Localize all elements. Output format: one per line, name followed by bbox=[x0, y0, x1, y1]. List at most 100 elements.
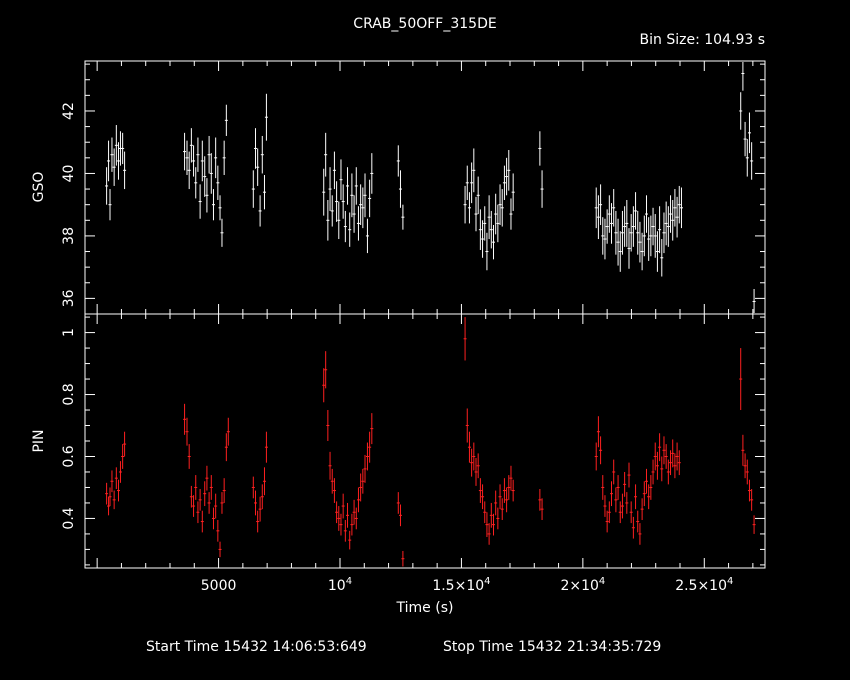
gso-data-point bbox=[640, 232, 644, 271]
gso-axis-label: GSO bbox=[31, 172, 47, 203]
gso-data-point bbox=[220, 218, 224, 247]
gso-data-point bbox=[339, 159, 343, 200]
pin-data-point bbox=[207, 492, 211, 514]
gso-data-point bbox=[264, 93, 268, 141]
gso-data-point bbox=[502, 165, 506, 200]
gso-data-point bbox=[365, 218, 369, 254]
pin-data-point bbox=[348, 530, 352, 550]
gso-data-point bbox=[396, 145, 400, 177]
pin-data-point bbox=[623, 471, 627, 497]
pin-axis-label: PIN bbox=[31, 429, 47, 452]
gso-data-point bbox=[540, 170, 544, 208]
pin-data-point bbox=[363, 454, 367, 483]
gso-data-point bbox=[481, 220, 485, 258]
pin-data-point bbox=[187, 444, 191, 469]
pin-data-point bbox=[614, 487, 618, 513]
pin-data-point bbox=[203, 481, 207, 507]
pin-data-point bbox=[121, 444, 125, 469]
gso-data-point bbox=[655, 231, 659, 272]
pin-data-point bbox=[500, 498, 504, 520]
gso-data-point bbox=[330, 195, 334, 227]
gso-y-tick-label: 40 bbox=[61, 165, 77, 183]
gso-data-point bbox=[511, 173, 515, 211]
chart-title: CRAB_50OFF_315DE bbox=[353, 16, 496, 32]
pin-data-point bbox=[401, 550, 405, 567]
pin-data-point bbox=[596, 416, 600, 448]
pin-data-point bbox=[216, 519, 220, 542]
gso-data-point bbox=[629, 214, 633, 252]
pin-data-point bbox=[196, 501, 200, 524]
gso-data-point bbox=[476, 176, 480, 215]
gso-data-point bbox=[187, 151, 191, 190]
gso-data-point bbox=[192, 145, 196, 177]
pin-data-point bbox=[640, 498, 644, 520]
pin-data-point bbox=[214, 493, 218, 519]
pin-data-point bbox=[117, 479, 121, 502]
gso-data-point bbox=[368, 179, 372, 218]
gso-data-point bbox=[224, 104, 228, 136]
gso-data-point bbox=[618, 231, 622, 272]
pin-data-point bbox=[198, 489, 202, 511]
pin-data-point bbox=[620, 493, 624, 519]
gso-data-point bbox=[218, 195, 222, 221]
gso-data-point bbox=[463, 185, 467, 224]
x-tick-label: 2×104 bbox=[560, 576, 605, 594]
gso-data-point bbox=[359, 184, 363, 225]
pin-data-point bbox=[491, 513, 495, 536]
gso-data-point bbox=[363, 173, 367, 218]
gso-data-point bbox=[346, 167, 350, 205]
gso-panel: GSO 36 38 40 42 bbox=[31, 60, 766, 315]
pin-data-point bbox=[465, 408, 469, 443]
pin-data-point bbox=[752, 515, 756, 534]
gso-data-point bbox=[354, 167, 358, 205]
pin-data-point bbox=[470, 448, 474, 477]
gso-data-point bbox=[599, 184, 603, 225]
gso-data-point bbox=[679, 187, 683, 229]
pin-data-point bbox=[112, 490, 116, 510]
pin-data-point bbox=[494, 490, 498, 516]
pin-y-tick-label: 0.8 bbox=[61, 383, 77, 405]
pin-ticks: 0.4 0.6 0.8 1 5000 104 1.5×104 2×104 2.5×104 bbox=[61, 314, 765, 594]
pin-data-point bbox=[677, 450, 681, 476]
pin-data-point bbox=[222, 478, 226, 503]
pin-data-point bbox=[258, 496, 262, 522]
gso-data-point bbox=[198, 184, 202, 219]
pin-data-point bbox=[607, 501, 611, 524]
gso-data-point bbox=[352, 195, 356, 233]
gso-data-point bbox=[203, 156, 207, 197]
gso-data-point bbox=[183, 132, 187, 171]
gso-data-point bbox=[110, 137, 114, 172]
pin-data-point bbox=[538, 489, 542, 511]
gso-data-point bbox=[601, 217, 605, 255]
gso-data-point bbox=[671, 199, 675, 241]
gso-data-point bbox=[594, 187, 598, 229]
pin-data-point bbox=[669, 450, 673, 476]
gso-data-point bbox=[207, 135, 211, 174]
pin-data-point bbox=[629, 501, 633, 524]
pin-data-point bbox=[226, 417, 230, 446]
gso-data-point bbox=[662, 212, 666, 254]
pin-data-point bbox=[498, 484, 502, 510]
pin-data-point bbox=[618, 501, 622, 524]
gso-data-point bbox=[603, 218, 607, 260]
gso-data-point bbox=[649, 215, 653, 257]
gso-data-point bbox=[108, 189, 112, 221]
pin-data-point bbox=[105, 482, 109, 505]
pin-data-point bbox=[644, 468, 648, 494]
gso-data-point bbox=[642, 215, 646, 257]
pin-data-point bbox=[189, 485, 193, 508]
gso-data-point bbox=[739, 92, 743, 130]
gso-data-point bbox=[262, 175, 266, 210]
gso-data-point bbox=[507, 150, 511, 191]
gso-data-point bbox=[669, 195, 673, 233]
gso-data-point bbox=[356, 206, 360, 241]
pin-data-point bbox=[487, 523, 491, 545]
pin-data-point bbox=[625, 492, 629, 514]
pin-data-point bbox=[264, 431, 268, 463]
pin-data-point bbox=[361, 468, 365, 494]
pin-data-point bbox=[183, 403, 187, 435]
pin-data-point bbox=[610, 481, 614, 507]
gso-data-point bbox=[631, 206, 635, 247]
gso-data-point bbox=[472, 148, 476, 193]
gso-data-point bbox=[538, 131, 542, 166]
